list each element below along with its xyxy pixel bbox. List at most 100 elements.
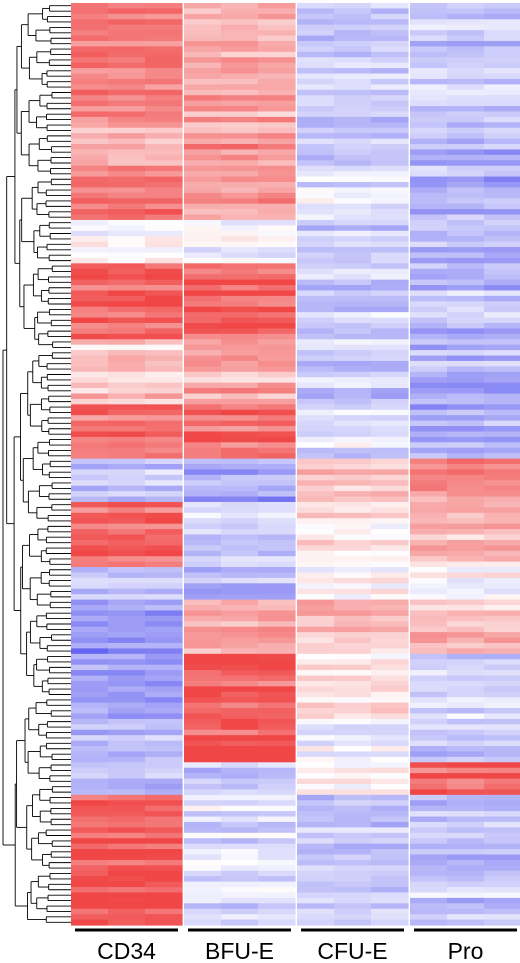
- heatmap-cell: [221, 762, 259, 769]
- heatmap-cell: [221, 843, 259, 850]
- heatmap-cell: [371, 181, 409, 188]
- heatmap-cell: [334, 393, 372, 400]
- heatmap-cell: [447, 827, 485, 834]
- heatmap-cell: [410, 572, 448, 579]
- heatmap-cell: [410, 57, 448, 64]
- heatmap-cell: [484, 594, 520, 601]
- heatmap-cell: [221, 133, 259, 140]
- heatmap-cell: [447, 773, 485, 780]
- heatmap-cell: [447, 51, 485, 58]
- heatmap-cell: [371, 767, 409, 774]
- heatmap-cell: [410, 366, 448, 373]
- heatmap-cell: [371, 621, 409, 628]
- heatmap-cell: [145, 648, 183, 655]
- heatmap-cell: [184, 344, 222, 351]
- heatmap-cell: [221, 393, 259, 400]
- heatmap-cell: [221, 903, 259, 910]
- heatmap-cell: [334, 404, 372, 411]
- heatmap-cell: [184, 567, 222, 574]
- heatmap-cell: [334, 908, 372, 915]
- heatmap-cell: [221, 881, 259, 888]
- heatmap-cell: [334, 843, 372, 850]
- heatmap-cell: [447, 675, 485, 682]
- heatmap-cell: [71, 914, 109, 921]
- heatmap-cell: [145, 355, 183, 362]
- heatmap-cell: [184, 789, 222, 796]
- heatmap-cell: [221, 371, 259, 378]
- heatmap-cell: [184, 176, 222, 183]
- heatmap-cell: [484, 78, 520, 85]
- heatmap-cell: [297, 13, 335, 20]
- heatmap-cell: [71, 198, 109, 205]
- heatmap-cell: [297, 263, 335, 270]
- heatmap-cell: [145, 859, 183, 866]
- heatmap-cell: [71, 366, 109, 373]
- heatmap-cell: [71, 257, 109, 264]
- heatmap-cell: [297, 51, 335, 58]
- heatmap-cell: [410, 68, 448, 75]
- heatmap-cell: [447, 176, 485, 183]
- heatmap-cell: [334, 485, 372, 492]
- heatmap-cell: [108, 355, 146, 362]
- heatmap-cell: [297, 897, 335, 904]
- heatmap-cell: [108, 176, 146, 183]
- heatmap-cell: [221, 653, 259, 660]
- heatmap-cell: [71, 301, 109, 308]
- heatmap-cell: [71, 491, 109, 498]
- heatmap-cell: [108, 13, 146, 20]
- heatmap-cell: [334, 442, 372, 449]
- heatmap-cell: [184, 149, 222, 156]
- heatmap-cell: [371, 122, 409, 129]
- heatmap-cell: [145, 35, 183, 42]
- heatmap-cell: [108, 794, 146, 801]
- heatmap-cell: [258, 360, 296, 367]
- heatmap-cell: [371, 106, 409, 113]
- heatmap-cell: [410, 339, 448, 346]
- heatmap-cell: [371, 529, 409, 536]
- heatmap-cell: [334, 257, 372, 264]
- heatmap-cell: [334, 903, 372, 910]
- heatmap-cell: [297, 838, 335, 845]
- heatmap-cell: [71, 724, 109, 731]
- heatmap-cell: [484, 62, 520, 69]
- heatmap-cell: [447, 903, 485, 910]
- heatmap-cell: [447, 474, 485, 481]
- heatmap-cell: [410, 181, 448, 188]
- heatmap-cell: [258, 496, 296, 503]
- heatmap-cell: [371, 295, 409, 302]
- heatmap-cell: [371, 409, 409, 416]
- heatmap-cell: [484, 344, 520, 351]
- heatmap-cell: [334, 95, 372, 102]
- heatmap-cell: [297, 181, 335, 188]
- heatmap-cell: [258, 344, 296, 351]
- heatmap-cell: [334, 322, 372, 330]
- heatmap-cell: [484, 832, 520, 839]
- heatmap-cell: [371, 496, 409, 503]
- heatmap-cell: [184, 615, 222, 622]
- heatmap-cell: [410, 588, 448, 595]
- heatmap-cell: [145, 615, 183, 622]
- heatmap-cell: [108, 501, 146, 508]
- heatmap-cell: [447, 577, 485, 584]
- heatmap-cell: [221, 57, 259, 64]
- heatmap-cell: [71, 317, 109, 324]
- heatmap-cell: [258, 588, 296, 595]
- heatmap-cell: [297, 241, 335, 248]
- heatmap-cell: [410, 306, 448, 313]
- heatmap-cell: [297, 507, 335, 514]
- heatmap-cell: [484, 24, 520, 31]
- heatmap-cell: [484, 247, 520, 254]
- heatmap-cell: [297, 664, 335, 671]
- heatmap-cell: [145, 122, 183, 129]
- heatmap-cell: [484, 827, 520, 834]
- heatmap-cell: [108, 783, 146, 791]
- heatmap-cell: [447, 626, 485, 633]
- heatmap-cell: [410, 51, 448, 58]
- heatmap-cell: [297, 577, 335, 584]
- heatmap-cell: [145, 800, 183, 807]
- heatmap-cell: [371, 68, 409, 75]
- heatmap-cell: [71, 252, 109, 259]
- heatmap-cell: [410, 870, 448, 877]
- heatmap-cell: [184, 838, 222, 845]
- heatmap-cell: [484, 903, 520, 910]
